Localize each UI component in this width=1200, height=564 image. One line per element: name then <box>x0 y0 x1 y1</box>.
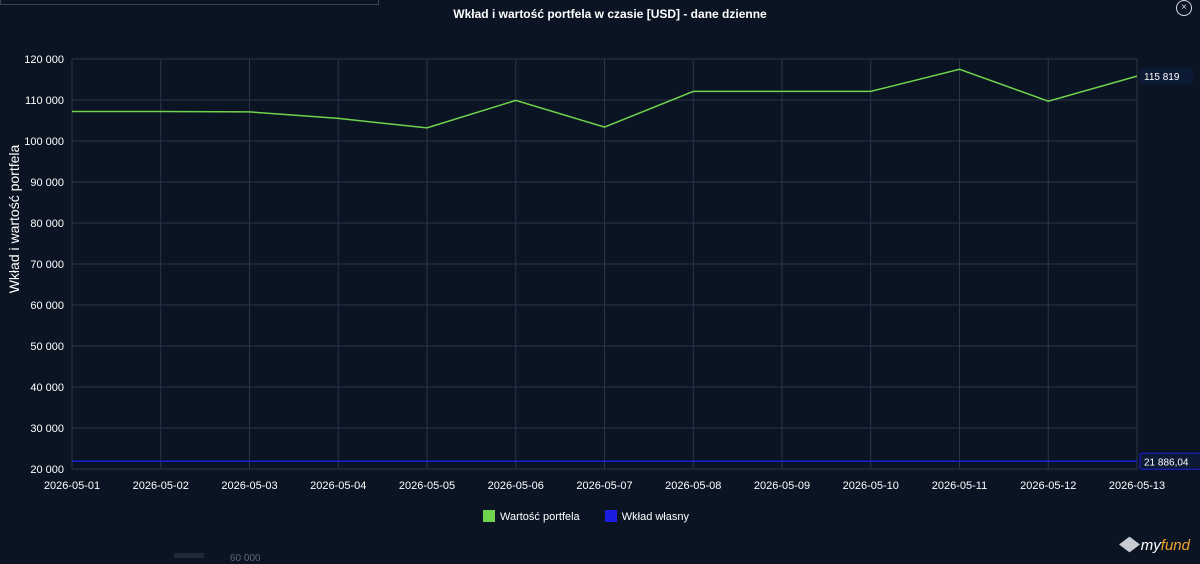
series-line-0 <box>72 68 1138 129</box>
x-tick-label: 2026-05-01 <box>44 480 100 492</box>
x-tick-label: 2026-05-07 <box>576 480 632 492</box>
legend-item-portfolio-value[interactable]: Wartość portfela <box>483 510 580 523</box>
x-axis-ticks: 2026-05-01 2026-05-02 2026-05-03 2026-05-04… <box>44 480 1165 492</box>
y-tick-label: 60 000 <box>30 300 64 312</box>
x-tick-label: 2026-05-06 <box>488 480 544 492</box>
legend-item-own-contribution[interactable]: Wkład własny <box>604 510 689 523</box>
x-tick-label: 2026-05-02 <box>133 480 189 492</box>
end-label-1: 21 886,04 <box>1144 457 1189 468</box>
y-tick-label: 40 000 <box>30 382 64 394</box>
x-tick-label: 2026-05-13 <box>1109 480 1165 492</box>
y-tick-label: 20 000 <box>30 464 64 476</box>
x-tick-label: 2026-05-09 <box>754 480 810 492</box>
plot-area-border <box>71 58 1138 470</box>
chart-title: Wkład i wartość portfela w czasie [USD] … <box>453 7 767 21</box>
end-label-box-1 <box>1139 452 1200 470</box>
x-tick-label: 2026-05-03 <box>221 480 277 492</box>
legend-swatch-portfolio-value <box>483 510 495 522</box>
logo-text-fund: fund <box>1160 537 1190 554</box>
y-axis-ticks: 20 000 30 000 40 000 50 000 60 000 70 000 80 0… <box>24 54 64 476</box>
y-tick-label: 30 000 <box>30 423 64 435</box>
series-end-labels: 115 819 21 886,04 <box>1139 67 1200 470</box>
y-tick-label: 120 000 <box>24 54 64 66</box>
y-tick-label: 70 000 <box>30 259 64 271</box>
x-tick-label: 2026-05-05 <box>399 480 455 492</box>
y-tick-label: 50 000 <box>30 341 64 353</box>
chart-grid <box>71 58 1138 470</box>
logo-text-my: my <box>1140 537 1161 554</box>
bottom-partial-text: 60 000 <box>230 553 261 564</box>
x-tick-label: 2026-05-11 <box>932 480 987 492</box>
legend-label-own-contribution: Wkład własny <box>621 511 689 523</box>
chart-legend: Wartość portfela Wkład własny <box>0 510 1172 523</box>
x-tick-label: 2026-05-10 <box>843 480 899 492</box>
close-icon[interactable]: × <box>1176 0 1192 16</box>
x-tick-label: 2026-05-12 <box>1020 480 1076 492</box>
bottom-panel-edge <box>174 553 204 558</box>
myfund-logo: myfund <box>1118 536 1190 554</box>
series-lines <box>72 68 1138 463</box>
end-label-box-0 <box>1139 67 1194 85</box>
logo-mark-icon <box>1118 536 1140 553</box>
y-tick-label: 80 000 <box>30 218 64 230</box>
y-tick-label: 100 000 <box>24 136 64 148</box>
legend-swatch-own-contribution <box>604 510 617 522</box>
y-tick-label: 90 000 <box>30 177 64 189</box>
top-panel-edge <box>0 0 379 5</box>
x-tick-label: 2026-05-04 <box>310 480 366 492</box>
legend-label-portfolio-value: Wartość portfela <box>500 511 580 523</box>
end-label-0: 115 819 <box>1144 72 1180 83</box>
y-axis-label: Wkład i wartość portfela <box>6 144 22 293</box>
x-tick-label: 2026-05-08 <box>665 480 721 492</box>
y-tick-label: 110 000 <box>25 95 64 107</box>
